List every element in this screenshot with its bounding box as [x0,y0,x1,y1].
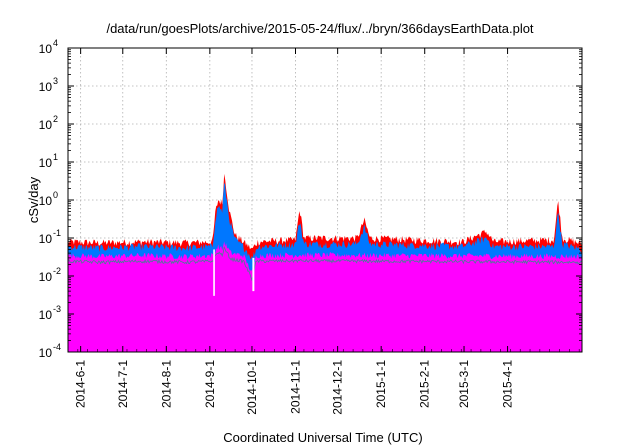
x-ticks: 2014-6-1 2014-7-1 2014-8-1 2014-9-1 2014-10-… [67,48,580,415]
x-tick-label: 2015-3-1 [457,360,471,408]
y-tick-exponent: 2 [53,114,58,124]
y-tick-exponent: -4 [53,342,61,352]
y-tick-exponent: -2 [53,266,61,276]
y-tick-label: 10 [39,308,53,322]
plot-area [67,173,583,352]
y-axis-label: cSv/day [26,176,41,223]
x-tick-label: 2014-11-1 [289,360,303,414]
y-tick-label: 10 [39,80,53,94]
magenta-floor [68,284,582,296]
y-tick-exponent: -3 [53,304,61,314]
chart-title: /data/run/goesPlots/archive/2015-05-24/f… [106,21,533,36]
y-tick-exponent: 3 [53,76,58,86]
y-tick-label: 10 [39,194,53,208]
y-tick-label: 10 [39,270,53,284]
y-tick-label: 10 [39,42,53,56]
x-axis-label: Coordinated Universal Time (UTC) [223,430,422,445]
x-tick-label: 2014-6-1 [74,360,88,408]
x-tick-label: 2015-2-1 [418,360,432,408]
x-tick-label: 2014-7-1 [116,360,130,408]
y-tick-exponent: 1 [53,152,58,162]
x-tick-label: 2014-12-1 [331,360,345,415]
y-tick-exponent: -1 [53,228,61,238]
y-tick-exponent: 0 [53,190,58,200]
x-tick-label: 2014-10-1 [245,360,259,415]
y-tick-exponent: 4 [53,38,58,48]
y-tick-label: 10 [39,346,53,360]
x-tick-label: 2014-9-1 [203,360,217,408]
x-tick-label: 2015-4-1 [501,360,515,408]
x-tick-label: 2015-1-1 [374,360,388,408]
x-tick-label: 2014-8-1 [159,360,173,408]
y-tick-label: 10 [39,118,53,132]
y-tick-label: 10 [39,232,53,246]
series-line [67,246,583,282]
y-tick-label: 10 [39,156,53,170]
